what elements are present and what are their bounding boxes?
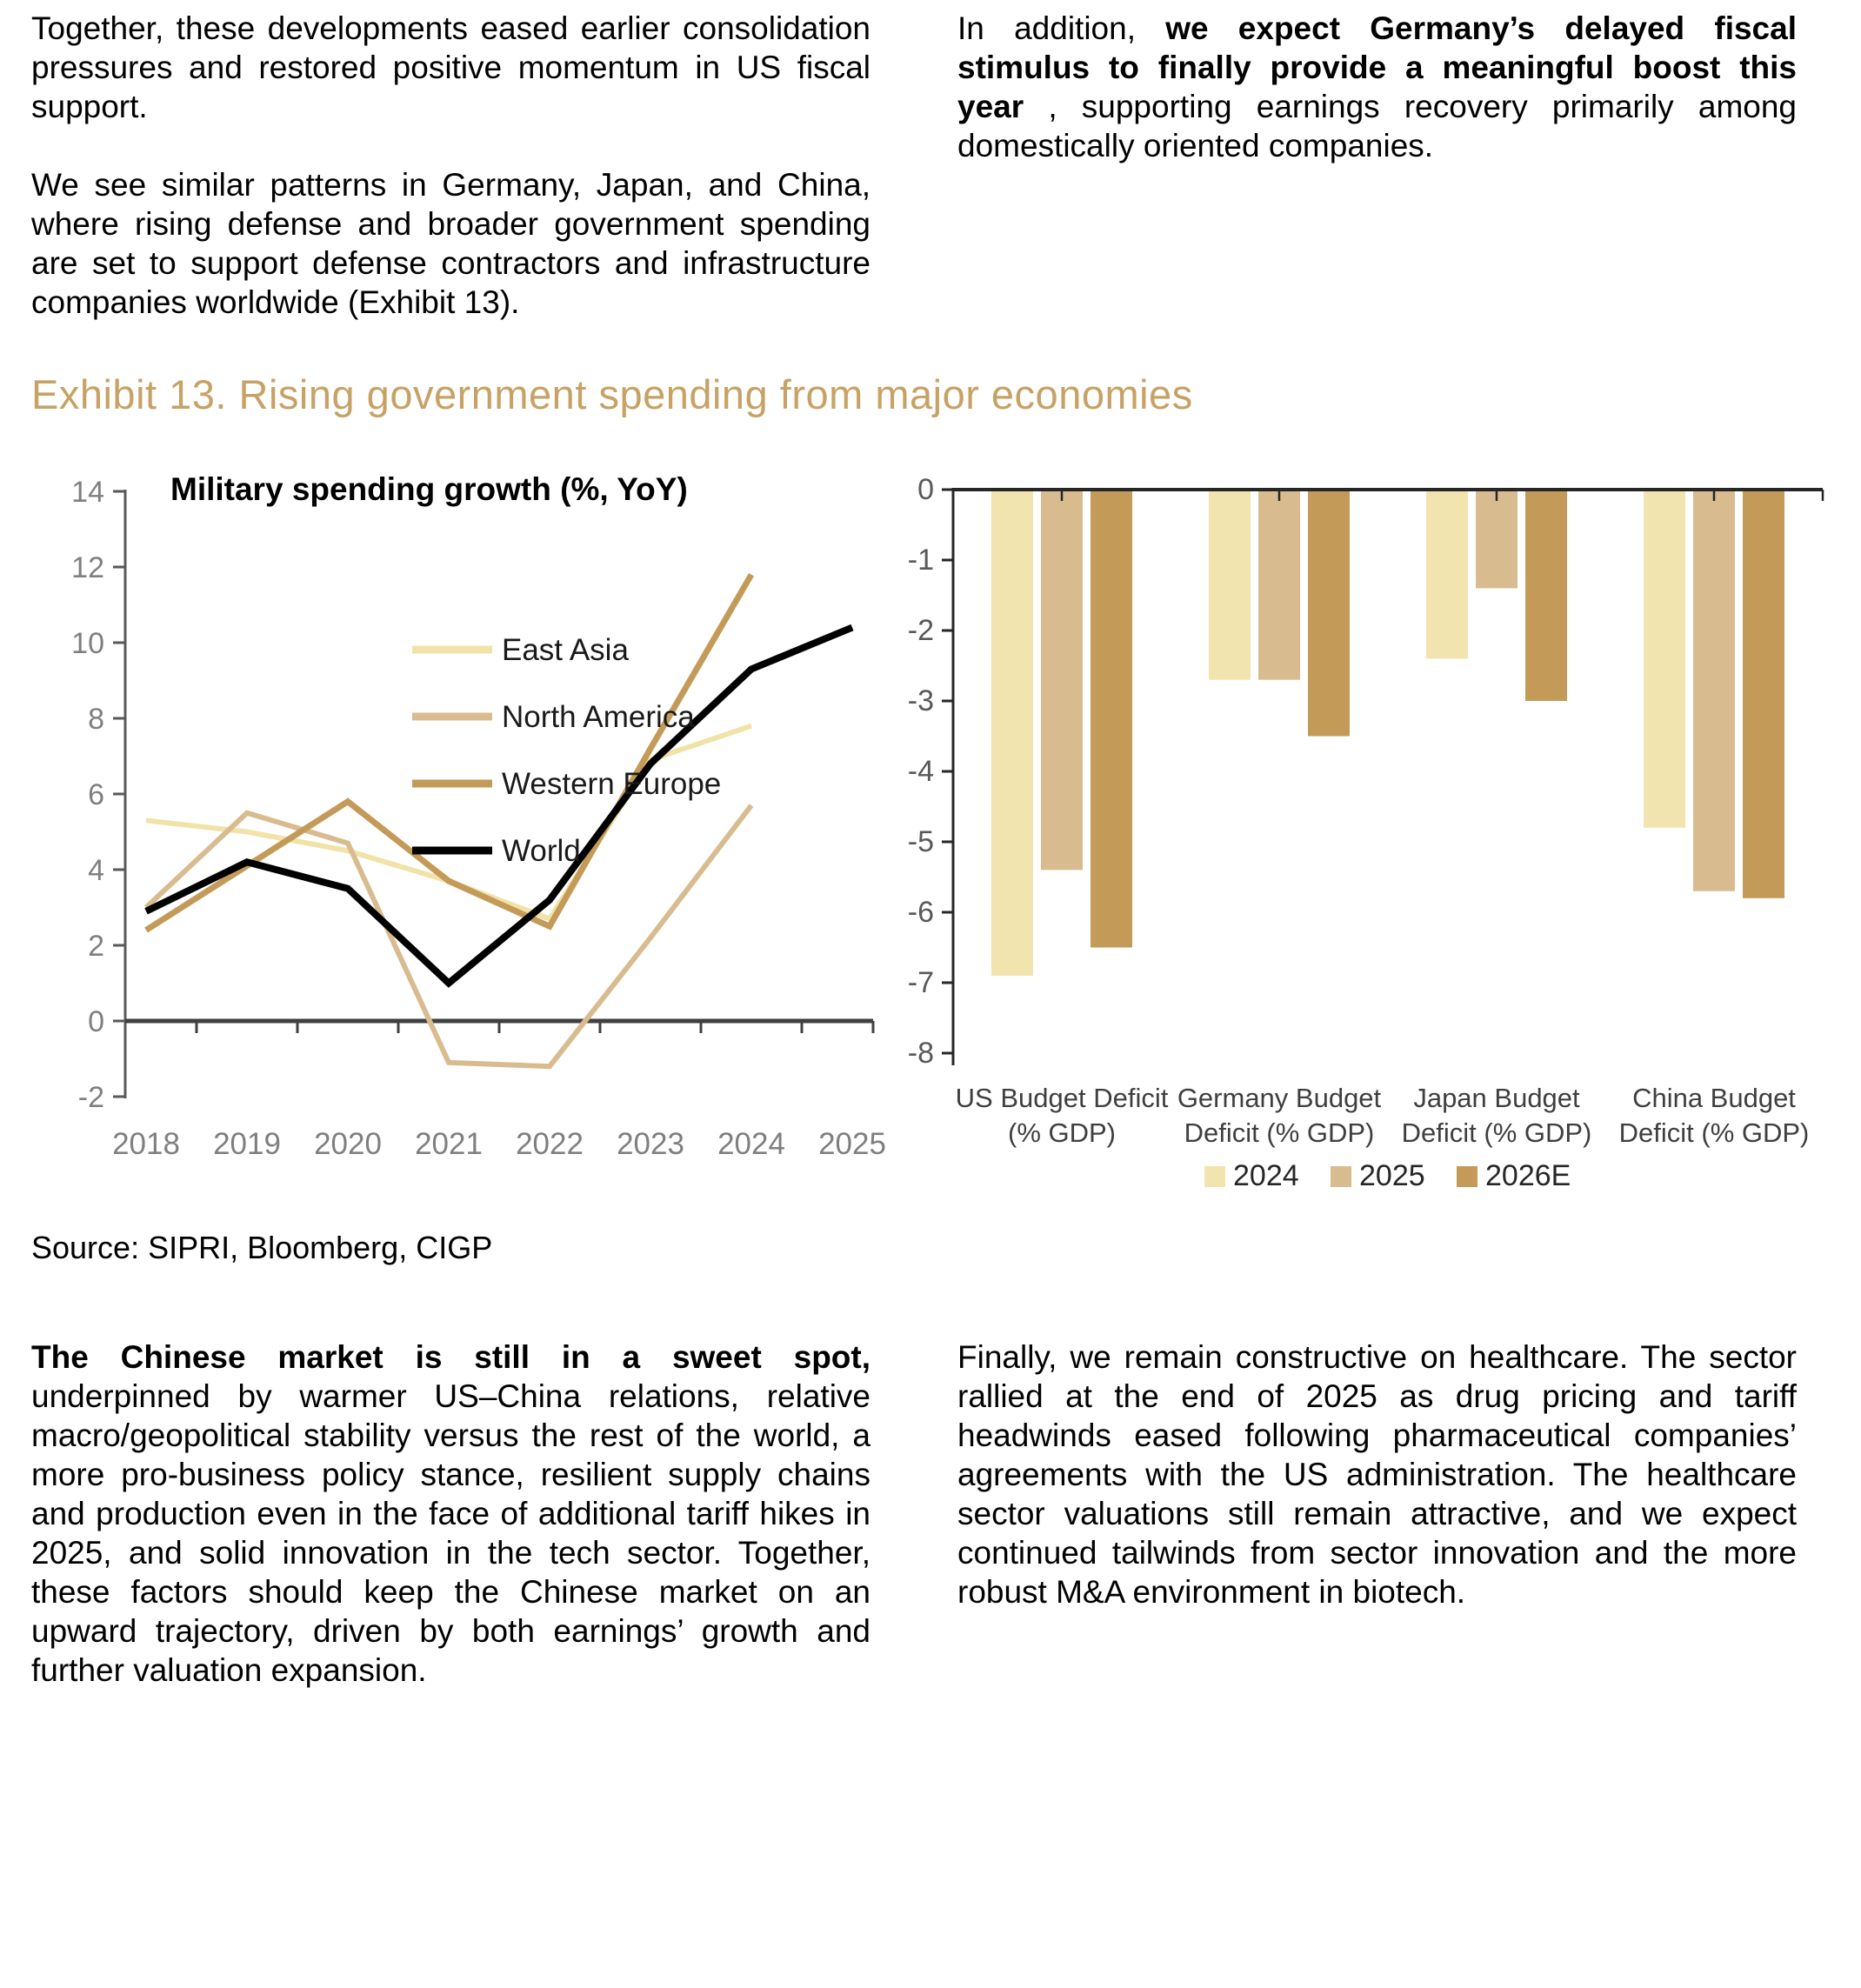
category-label-japan-budget: Japan Budget: [1413, 1083, 1580, 1113]
y-tick-label: 2: [88, 930, 104, 963]
exhibit-charts-row: -2 0 2 4 6 8 10 12 14 2018 2019 2020 2021 2022 2023 202…: [31, 448, 1842, 1217]
y-tick-label: -4: [908, 755, 934, 788]
exhibit-title: Exhibit 13. Rising government spending f…: [31, 371, 1193, 417]
top-right-column: In addition, we expect Germany’s delayed…: [957, 9, 1797, 322]
paragraph-germany-stimulus: In addition, we expect Germany’s delayed…: [957, 9, 1797, 165]
category-label-us-budget-deficit: US Budget Deficit: [956, 1083, 1169, 1113]
paragraph-us-fiscal: Together, these developments eased earli…: [31, 10, 870, 124]
y-tick-label: -2: [78, 1081, 104, 1114]
bar-chart-svg: 0 -1 -2 -3 -4 -5 -6 -7 -8 US Budget Deficit (% GDP…: [908, 473, 1824, 1192]
y-tick-label: -1: [908, 544, 934, 577]
legend-label-2024: 2024: [1233, 1159, 1299, 1192]
category-label-germany-budget: Deficit (% GDP): [1184, 1117, 1375, 1148]
paragraph-healthcare: Finally, we remain constructive on healt…: [957, 1339, 1797, 1610]
bar-japan-budget-2024: [1426, 490, 1468, 659]
category-label-china-budget: Deficit (% GDP): [1619, 1117, 1810, 1148]
y-tick-label: 8: [88, 703, 104, 736]
legend-swatch-2024: [1204, 1166, 1225, 1187]
bar-us-budget-deficit-2024: [991, 490, 1033, 976]
x-tick-label: 2021: [415, 1127, 483, 1161]
bar-germany-budget-2024: [1209, 490, 1251, 680]
bar-china-budget-2025: [1693, 490, 1735, 891]
source-line: Source: SIPRI, Bloomberg, CIGP: [31, 1230, 493, 1265]
x-tick-label: 2018: [112, 1127, 180, 1161]
bar-japan-budget-2025: [1476, 490, 1517, 589]
y-tick-label: 4: [88, 854, 104, 887]
y-tick-label: -2: [908, 614, 934, 647]
bar-us-budget-deficit-2025: [1041, 490, 1083, 871]
bottom-right-column: Finally, we remain constructive on healt…: [957, 1338, 1797, 1690]
text-segment: In addition,: [957, 10, 1166, 46]
x-tick-label: 2025: [818, 1127, 886, 1161]
bar-china-budget-2024: [1644, 490, 1685, 828]
text-segment-bold: we expect Germany’s delayed fiscal stimu…: [957, 10, 1797, 124]
y-tick-label: -7: [908, 966, 934, 999]
budget-deficit-bar-chart: 0 -1 -2 -3 -4 -5 -6 -7 -8 US Budget Deficit (% GDP…: [892, 448, 1842, 1217]
text-segment: underpinned by warmer US–China relations…: [31, 1378, 870, 1688]
military-spending-line-chart: -2 0 2 4 6 8 10 12 14 2018 2019 2020 2021 2022 2023 202…: [31, 448, 892, 1217]
y-tick-label: -5: [908, 825, 934, 858]
paragraph-chinese-market: The Chinese market is still in a sweet s…: [31, 1338, 870, 1690]
line-chart-svg: -2 0 2 4 6 8 10 12 14 2018 2019 2020 2021 2022 2023 202…: [71, 471, 886, 1161]
x-tick-label: 2022: [516, 1127, 584, 1161]
category-label-china-budget: China Budget: [1632, 1083, 1796, 1113]
y-tick-label: 10: [71, 627, 104, 660]
bar-japan-budget-2026e: [1525, 490, 1567, 701]
legend-label-east-asia: East Asia: [502, 633, 629, 667]
legend-label-2026e: 2026E: [1485, 1159, 1571, 1192]
x-tick-label: 2020: [314, 1127, 382, 1161]
y-tick-label: 12: [71, 551, 104, 584]
legend-label-north-america: North America: [502, 700, 695, 734]
text-segment: , supporting earnings recovery primarily…: [957, 89, 1797, 163]
category-label-germany-budget: Germany Budget: [1177, 1083, 1382, 1113]
bottom-left-column: The Chinese market is still in a sweet s…: [31, 1338, 870, 1690]
legend-label-western-europe: Western Europe: [502, 767, 721, 801]
y-tick-label: -3: [908, 684, 934, 717]
y-tick-label: -8: [908, 1037, 934, 1070]
line-chart-title: Military spending growth (%, YoY): [170, 471, 688, 507]
top-text-row: Together, these developments eased earli…: [31, 9, 1842, 322]
y-tick-label: 0: [917, 473, 934, 506]
text-segment-bold: The Chinese market is still in a sweet s…: [31, 1339, 870, 1375]
x-tick-label: 2024: [717, 1127, 785, 1161]
x-tick-label: 2023: [617, 1127, 684, 1161]
line-series-north-america: [143, 804, 754, 1070]
bar-china-budget-2026e: [1743, 490, 1784, 898]
bar-germany-budget-2025: [1258, 490, 1300, 680]
category-label-japan-budget: Deficit (% GDP): [1402, 1117, 1592, 1148]
legend-label-2025: 2025: [1359, 1159, 1425, 1192]
category-label-us-budget-deficit: (% GDP): [1008, 1117, 1116, 1148]
bar-us-budget-deficit-2026e: [1091, 490, 1132, 948]
paragraph-global-patterns: We see similar patterns in Germany, Japa…: [31, 167, 870, 320]
legend-swatch-2025: [1331, 1166, 1351, 1187]
y-tick-label: -6: [908, 896, 934, 929]
y-tick-label: 0: [88, 1005, 104, 1038]
y-tick-label: 6: [88, 778, 104, 811]
y-tick-label: 14: [71, 476, 104, 509]
bottom-text-row: The Chinese market is still in a sweet s…: [31, 1338, 1842, 1690]
legend-label-world: World: [502, 834, 581, 868]
line-series-world: [144, 624, 854, 988]
x-tick-label: 2019: [213, 1127, 281, 1161]
top-left-column: Together, these developments eased earli…: [31, 9, 870, 322]
bar-germany-budget-2026e: [1308, 490, 1350, 737]
legend-swatch-2026e: [1457, 1166, 1477, 1187]
